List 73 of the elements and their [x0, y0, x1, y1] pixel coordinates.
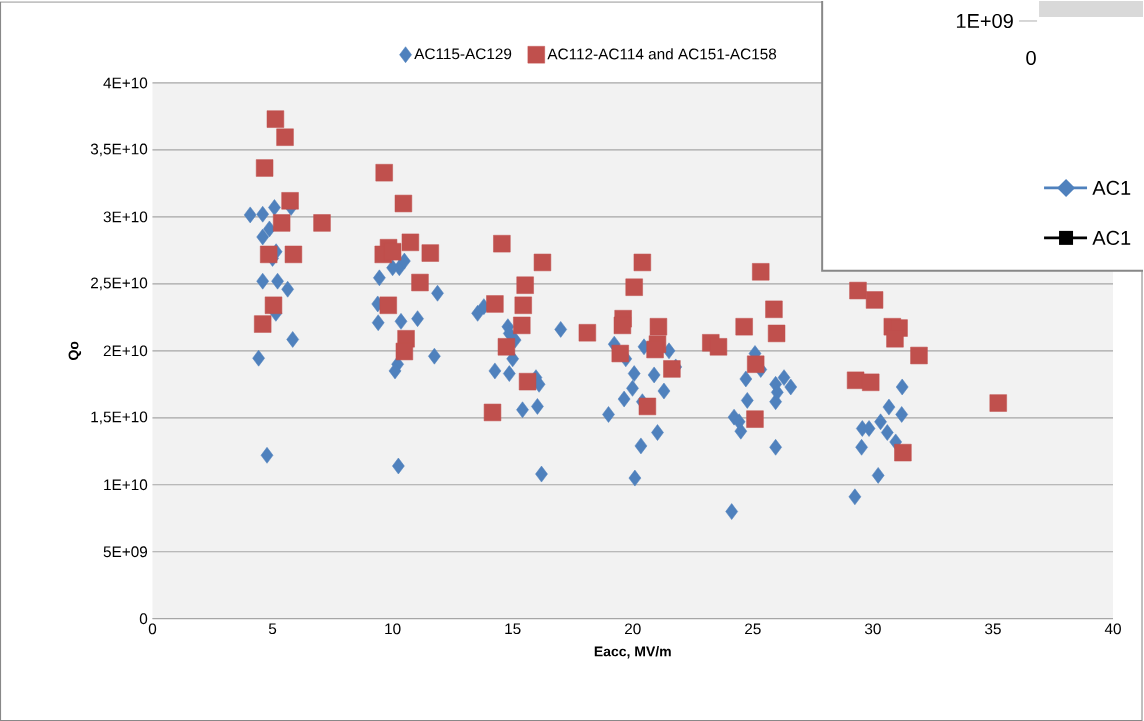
- point: [849, 281, 867, 300]
- y-tick-label: 5E+09: [103, 546, 148, 558]
- y-tick-label: 2,5E+10: [91, 277, 148, 291]
- point: [486, 295, 504, 313]
- point: [735, 317, 753, 336]
- x-tick-label: 40: [1104, 623, 1121, 635]
- x-tick-label: 10: [385, 623, 401, 635]
- point: [865, 291, 884, 309]
- annotation: AC1: [1092, 180, 1131, 195]
- point: [649, 317, 668, 336]
- point: [578, 323, 597, 342]
- point: [910, 346, 928, 365]
- point: [862, 373, 880, 391]
- point: [513, 316, 531, 334]
- y-tick-label: 3E+10: [103, 211, 148, 223]
- x-tick-label: 30: [864, 623, 881, 635]
- point: [613, 316, 632, 334]
- y-tick-label: 3,5E+10: [90, 143, 148, 157]
- point: [379, 296, 397, 314]
- point: [276, 128, 294, 146]
- point: [254, 315, 272, 333]
- point: [284, 245, 303, 263]
- point: [313, 214, 331, 232]
- y-tick-label: 0: [139, 613, 148, 625]
- point: [611, 344, 629, 363]
- x-tick-label: 25: [745, 623, 761, 635]
- point: [752, 263, 770, 281]
- point: [375, 163, 393, 182]
- point: [273, 214, 291, 232]
- point: [401, 233, 420, 251]
- point: [255, 159, 274, 177]
- point: [516, 276, 534, 294]
- point: [767, 324, 786, 342]
- x-tick-label: 15: [505, 623, 521, 635]
- point: [411, 273, 429, 292]
- point: [638, 397, 657, 415]
- y-axis-title: Qo: [68, 341, 82, 360]
- x-axis-title: Eacc, MV/m: [594, 645, 671, 659]
- y-tick-label: 2E+10: [103, 345, 148, 357]
- point: [421, 244, 439, 262]
- y-tick-label: 4E+10: [103, 77, 148, 89]
- y-tick-label: 1E+10: [104, 479, 148, 491]
- point: [483, 403, 502, 422]
- point: [395, 342, 414, 361]
- point: [765, 300, 783, 318]
- point: [493, 234, 511, 253]
- point: [894, 443, 912, 462]
- point: [518, 372, 537, 391]
- y-tick-label: 1,5E+10: [91, 411, 148, 425]
- point: [989, 394, 1007, 412]
- point: [266, 110, 285, 128]
- text: 1E+09: [956, 13, 1013, 28]
- point: [533, 253, 552, 272]
- point: [625, 278, 643, 296]
- point: [709, 338, 728, 356]
- text: 0: [1026, 50, 1036, 65]
- x-tick-label: 35: [985, 623, 1001, 635]
- point: [663, 360, 681, 378]
- point: [260, 245, 278, 263]
- point: [394, 194, 413, 213]
- point: [497, 338, 516, 356]
- point: [746, 410, 764, 428]
- x-tick-label: 5: [268, 623, 277, 635]
- point: [646, 340, 664, 359]
- point: [514, 296, 532, 314]
- x-tick-label: 20: [624, 623, 641, 635]
- x-tick-label: 0: [148, 623, 157, 635]
- legend-label: AC115-AC129: [414, 48, 512, 60]
- point: [281, 192, 299, 210]
- annotation: AC1: [1092, 230, 1131, 245]
- point: [264, 296, 283, 314]
- legend-label: AC112-AC114 and AC151-AC158: [547, 48, 777, 60]
- point: [633, 253, 652, 272]
